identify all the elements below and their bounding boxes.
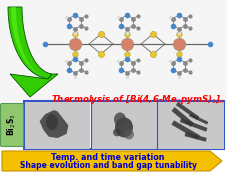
Ellipse shape — [114, 112, 126, 126]
Ellipse shape — [115, 117, 133, 137]
Polygon shape — [11, 7, 51, 79]
Bar — [0, 0, 227, 101]
Polygon shape — [8, 7, 52, 79]
Bar — [185, 132, 207, 142]
Bar — [25, 101, 90, 149]
Polygon shape — [39, 110, 68, 138]
Text: Shape evolution and band gap tunability: Shape evolution and band gap tunability — [20, 161, 197, 170]
Bar — [24, 101, 224, 149]
Ellipse shape — [124, 129, 134, 139]
Bar — [158, 101, 224, 149]
Polygon shape — [2, 151, 222, 171]
Bar — [91, 101, 157, 149]
Text: Bi$_2$S$_3$: Bi$_2$S$_3$ — [6, 114, 18, 136]
Text: Temp. and time variation: Temp. and time variation — [51, 153, 165, 161]
Bar — [189, 113, 208, 125]
Bar — [180, 118, 207, 132]
Bar — [171, 107, 194, 127]
Ellipse shape — [113, 128, 121, 136]
Text: Thermolysis of [Bi(4,6-Me$_2$pymS)$_3$]$_n$: Thermolysis of [Bi(4,6-Me$_2$pymS)$_3$]$… — [51, 94, 225, 106]
Bar — [171, 120, 200, 140]
Ellipse shape — [46, 114, 58, 130]
FancyBboxPatch shape — [0, 104, 24, 146]
Bar — [176, 102, 200, 120]
Polygon shape — [10, 74, 58, 97]
